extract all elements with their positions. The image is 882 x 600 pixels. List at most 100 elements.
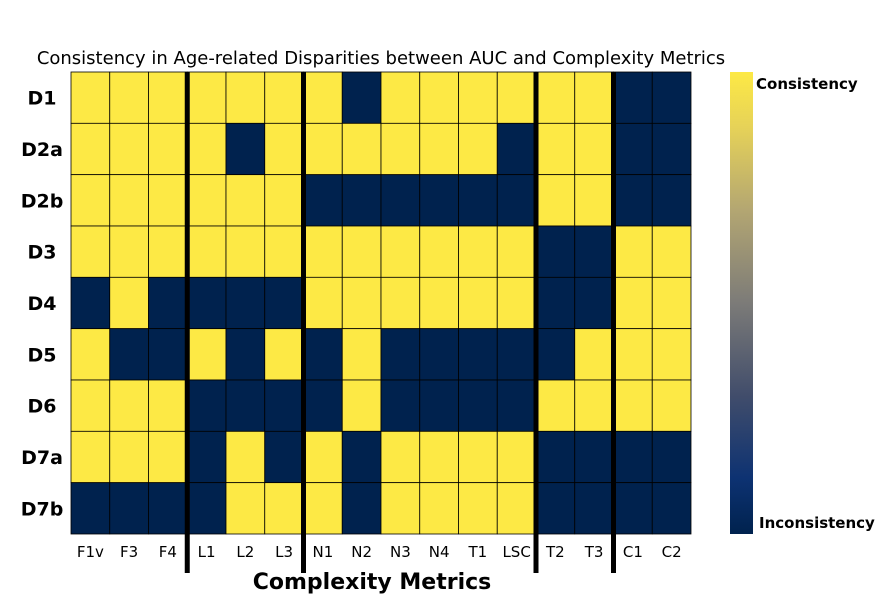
heatmap-cell-D2a-LSC [496,122,537,176]
heatmap-cell-D6-L3 [264,379,304,432]
heatmap-cell-D2a-F4 [148,122,188,176]
heatmap-cell-D7b-C2 [651,482,692,535]
heatmap-cell-D4-N2 [341,276,382,330]
column-label-L1: L1 [198,543,216,561]
chart-title: Consistency in Age-related Disparities b… [37,48,725,69]
heatmap-cell-D3-N3 [380,225,421,278]
heatmap-cell-D3-T1 [458,225,498,278]
row-label-D2b: D2b [21,190,64,212]
heatmap-cell-D4-N3 [380,276,421,330]
heatmap-cell-D7b-C1 [613,482,653,535]
heatmap-cell-D4-L1 [186,276,227,330]
heatmap-cell-D5-C2 [651,328,692,381]
heatmap-cell-D7a-F4 [148,430,188,484]
column-label-N4: N4 [429,543,450,561]
heatmap-cell-D3-F1v [70,225,111,278]
heatmap-cell-D7a-T3 [574,430,614,484]
row-labels: D1 D2a D2b D3 D4 D5 D6 D7a D7b [21,88,64,521]
heatmap-cell-D1-C1 [613,71,653,124]
heatmap-cell-D7b-T2 [535,482,576,535]
column-label-T1: T1 [468,543,488,561]
heatmap-cell-D7a-F3 [109,430,149,484]
heatmap-cell-D1-N4 [419,71,459,124]
heatmap-cell-D5-F4 [148,328,188,381]
heatmap-cell-D6-L2 [225,379,266,432]
heatmap-cell-D7a-L1 [186,430,227,484]
heatmap-cell-D3-N1 [303,225,343,278]
heatmap-cell-D5-N1 [303,328,343,381]
heatmap-cell-D6-N3 [380,379,421,432]
heatmap-cell-D4-L2 [225,276,266,330]
column-label-N1: N1 [312,543,333,561]
heatmap-cell-D2b-C2 [651,174,692,227]
heatmap-cell-D6-C1 [613,379,653,432]
heatmap-cell-D3-T3 [574,225,614,278]
heatmap-cell-D4-T3 [574,276,614,330]
colorbar [730,72,753,534]
group-separators [184,72,616,573]
column-label-T2: T2 [545,543,565,561]
heatmap-cell-D5-LSC [496,328,537,381]
heatmap-cell-D5-F1v [70,328,111,381]
heatmap-cell-D4-F1v [70,276,111,330]
heatmap-cell-D3-N2 [341,225,382,278]
heatmap-cell-D7b-LSC [496,482,537,535]
heatmap-cell-D6-N2 [341,379,382,432]
heatmap-cell-D2b-F1v [70,174,111,227]
heatmap-cell-D5-T2 [535,328,576,381]
heatmap-cell-D3-C1 [613,225,653,278]
heatmap-cell-D1-N3 [380,71,421,124]
heatmap-cell-D7b-T3 [574,482,614,535]
column-label-F1v: F1v [77,543,104,561]
heatmap-cell-D2b-T1 [458,174,498,227]
heatmap-cell-D1-LSC [496,71,537,124]
heatmap-cell-D7a-LSC [496,430,537,484]
heatmap-cell-D4-F4 [148,276,188,330]
heatmap-cell-D7b-F1v [70,482,111,535]
heatmap-cell-D2b-N1 [303,174,343,227]
heatmap-cell-D2b-L1 [186,174,227,227]
heatmap-cell-D2b-L2 [225,174,266,227]
heatmap-cell-D2a-T1 [458,122,498,176]
heatmap-cell-D7b-F3 [109,482,149,535]
heatmap-cell-D7a-T1 [458,430,498,484]
row-label-D4: D4 [28,293,57,315]
heatmap-cell-D2b-N2 [341,174,382,227]
heatmap-cell-D4-N4 [419,276,459,330]
heatmap-cell-D2a-L1 [186,122,227,176]
heatmap-cell-D7a-N1 [303,430,343,484]
heatmap-cell-D1-F4 [148,71,188,124]
heatmap-cell-D2a-T3 [574,122,614,176]
heatmap-cell-D7a-L2 [225,430,266,484]
heatmap-cell-D7a-F1v [70,430,111,484]
column-label-LSC: LSC [502,543,530,561]
heatmap-cell-D6-LSC [496,379,537,432]
heatmap-cell-D3-L1 [186,225,227,278]
heatmap-cell-D7b-L2 [225,482,266,535]
heatmap-cell-D3-L2 [225,225,266,278]
heatmap-cell-D2b-C1 [613,174,653,227]
column-label-N3: N3 [390,543,411,561]
heatmap-cells [70,71,692,535]
heatmap-cell-D7b-L1 [186,482,227,535]
heatmap-cell-D5-N2 [341,328,382,381]
heatmap-cell-D2a-F1v [70,122,111,176]
heatmap-cell-D6-T2 [535,379,576,432]
heatmap-cell-D2b-L3 [264,174,304,227]
heatmap-cell-D4-L3 [264,276,304,330]
heatmap-cell-D3-F3 [109,225,149,278]
heatmap-cell-D7b-N2 [341,482,382,535]
heatmap-cell-D2a-T2 [535,122,576,176]
heatmap-cell-D2b-F3 [109,174,149,227]
row-label-D2a: D2a [21,139,63,161]
column-label-L2: L2 [236,543,254,561]
column-label-F3: F3 [120,543,138,561]
heatmap-cell-D3-LSC [496,225,537,278]
heatmap-cell-D1-L1 [186,71,227,124]
heatmap-cell-D2a-F3 [109,122,149,176]
heatmap-cell-D1-F3 [109,71,149,124]
heatmap-cell-D1-N1 [303,71,343,124]
heatmap-cell-D5-N4 [419,328,459,381]
heatmap-cell-D1-L2 [225,71,266,124]
